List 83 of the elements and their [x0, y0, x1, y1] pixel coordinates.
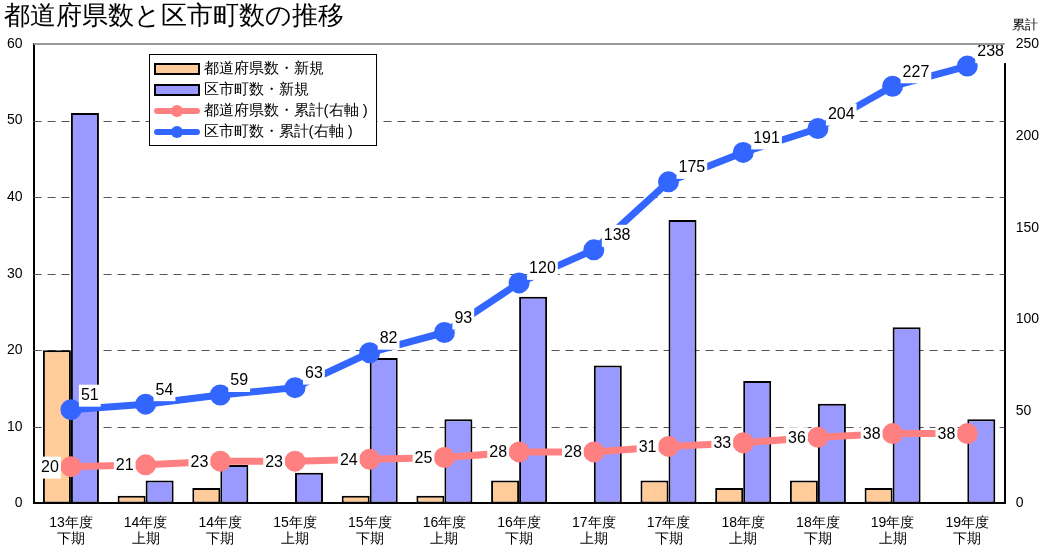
- y2-tick-label: 50: [1015, 402, 1032, 419]
- y2-tick-label: 0: [1015, 494, 1024, 511]
- point: [732, 432, 754, 454]
- data-label: 51: [80, 386, 99, 404]
- data-label: 191: [753, 128, 780, 146]
- y2-tick-label: 100: [1015, 310, 1040, 327]
- data-label: 33: [713, 434, 732, 452]
- data-label: 120: [529, 259, 556, 277]
- y2-tick-label: 250: [1015, 34, 1040, 51]
- data-label: 54: [155, 380, 174, 398]
- point: [807, 426, 829, 448]
- x-tick-label: 18年度上期: [721, 513, 765, 547]
- chart-title: 都道府県数と区市町数の推移: [4, 0, 344, 30]
- point: [359, 448, 381, 470]
- data-label: 21: [115, 456, 134, 474]
- y-tick-label: 40: [6, 187, 23, 204]
- data-label: 175: [678, 158, 706, 176]
- point: [433, 322, 455, 343]
- x-tick-label: 17年度下期: [646, 513, 691, 547]
- x-tick-label: 17年度上期: [572, 513, 616, 547]
- y-tick-label: 60: [6, 34, 23, 51]
- y2-axis-title: 累計: [1012, 16, 1038, 34]
- x-tick-label: 15年度下期: [347, 513, 392, 547]
- point: [583, 441, 605, 463]
- point: [60, 456, 82, 478]
- x-tick-label: 19年度下期: [945, 513, 990, 547]
- x-tick-label: 16年度下期: [497, 513, 541, 547]
- data-label: 63: [305, 364, 323, 382]
- y-tick-label: 0: [14, 494, 23, 511]
- data-label: 204: [827, 104, 855, 122]
- legend-label: 都道府県数・累計(右軸 ): [203, 101, 368, 120]
- x-tick-label: 18年度下期: [796, 513, 840, 547]
- x-tick-label: 14年度下期: [198, 513, 243, 547]
- x-tick-label: 14年度上期: [123, 513, 168, 547]
- data-label: 227: [902, 62, 930, 80]
- data-label: 28: [564, 443, 582, 461]
- data-label: 25: [414, 448, 433, 466]
- legend-label: 都道府県数・新規: [203, 59, 324, 78]
- legend-label: 区市町数・累計(右軸 ): [203, 122, 353, 141]
- point: [956, 423, 978, 445]
- data-label: 59: [230, 371, 249, 389]
- y-tick-label: 30: [6, 264, 23, 281]
- point: [209, 450, 231, 472]
- x-tick-label: 16年度上期: [422, 513, 467, 547]
- x-tick-label: 13年度下期: [49, 513, 93, 547]
- data-label: 93: [454, 308, 473, 326]
- point: [956, 55, 978, 77]
- legend-label: 区市町数・新規: [203, 80, 309, 99]
- y-tick-label: 20: [6, 341, 23, 358]
- data-label: 31: [638, 437, 657, 455]
- point: [732, 141, 754, 163]
- point: [284, 450, 306, 472]
- point: [209, 384, 231, 406]
- x-tick-label: 15年度上期: [273, 513, 317, 547]
- point: [359, 342, 381, 364]
- point: [508, 441, 530, 463]
- point: [658, 435, 679, 457]
- data-label: 23: [190, 452, 209, 470]
- point: [658, 171, 679, 193]
- y-tick-label: 10: [6, 417, 23, 434]
- y2-tick-label: 200: [1015, 126, 1040, 143]
- y2-tick-label: 150: [1015, 218, 1040, 235]
- point: [807, 118, 829, 140]
- x-tick-label: 19年度上期: [870, 513, 915, 547]
- data-label: 23: [265, 452, 284, 470]
- data-label: 20: [41, 458, 60, 476]
- data-label: 38: [937, 424, 956, 442]
- data-label: 24: [339, 450, 358, 468]
- point: [583, 239, 605, 261]
- point: [135, 454, 157, 476]
- data-label: 82: [379, 329, 398, 347]
- data-label: 28: [489, 443, 508, 461]
- point: [135, 393, 157, 415]
- point: [433, 446, 455, 468]
- point: [60, 399, 82, 421]
- point: [508, 272, 530, 294]
- data-label: 38: [862, 424, 881, 442]
- data-label: 138: [603, 226, 631, 244]
- point: [882, 75, 904, 97]
- data-label: 36: [788, 428, 806, 446]
- point: [882, 423, 904, 445]
- point: [284, 377, 306, 399]
- y-tick-label: 50: [6, 111, 23, 128]
